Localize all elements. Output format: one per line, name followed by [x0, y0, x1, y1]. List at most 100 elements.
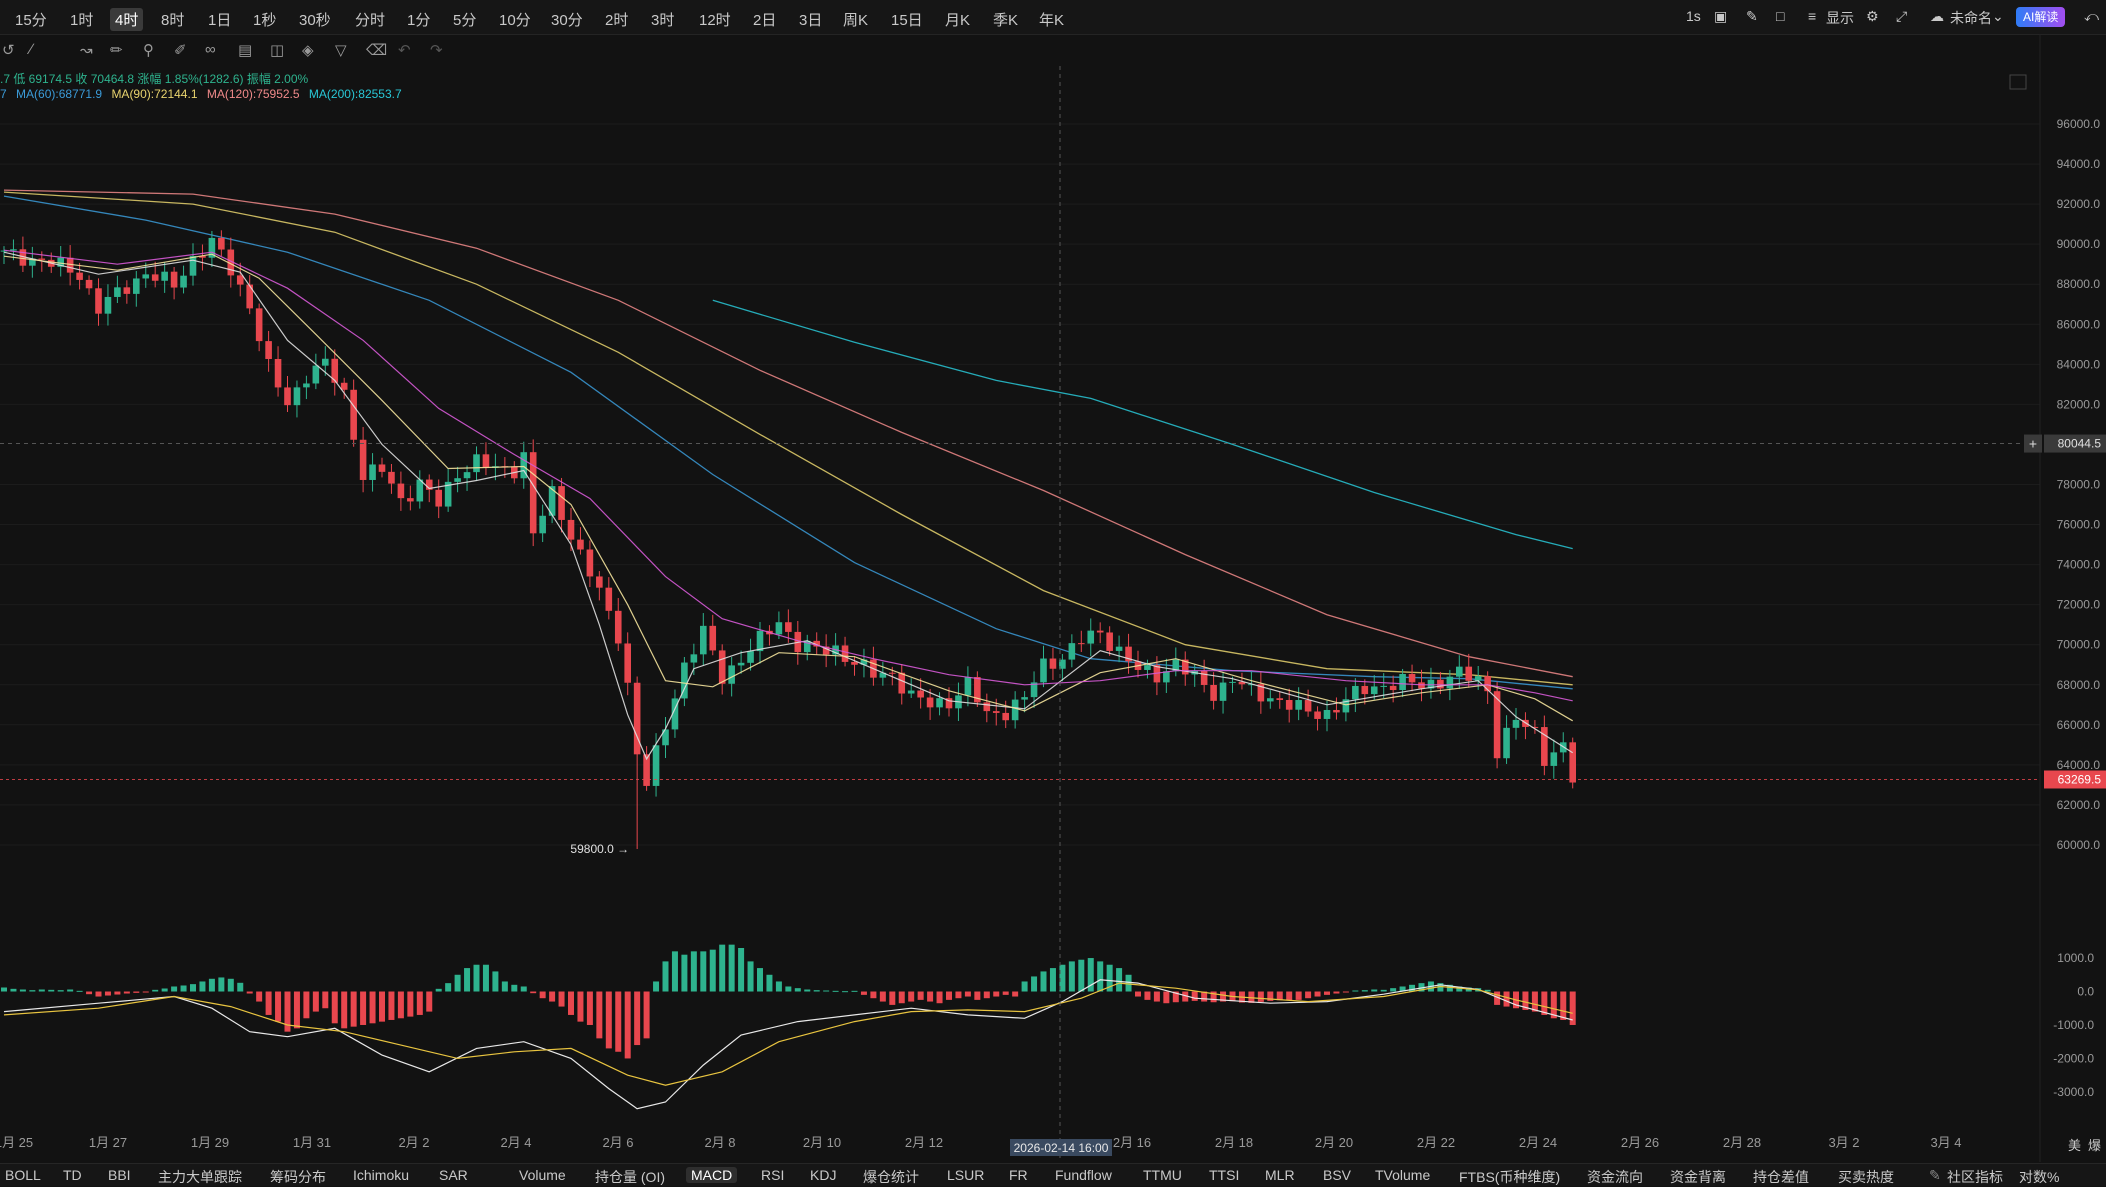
indicator-tvolume[interactable]: TVolume	[1375, 1167, 1431, 1183]
timeframe-3h[interactable]: 3时	[651, 12, 675, 29]
log-compare[interactable]: 对数%	[2019, 1169, 2060, 1185]
settings-list-icon[interactable]: ≡	[1808, 8, 1817, 24]
fullscreen-icon[interactable]: ⤢	[1896, 8, 1908, 24]
macd-histogram-bar	[643, 991, 650, 1039]
candle-body	[964, 677, 972, 696]
trash-icon[interactable]: ⌫	[366, 42, 388, 59]
indicator-macd[interactable]: MACD	[686, 1167, 738, 1183]
timeframe-1s[interactable]: 1秒	[253, 12, 277, 29]
indicator-chip[interactable]: 筹码分布	[270, 1169, 326, 1185]
indicator-lsur[interactable]: LSUR	[947, 1167, 985, 1183]
brush-icon[interactable]: ✐	[174, 42, 187, 59]
ohlc-legend: .7 低 69174.5 收 70464.8 涨幅 1.85%(1282.6) …	[0, 72, 309, 86]
timeframe-30s[interactable]: 30秒	[299, 12, 331, 29]
crosshair-time-label: 2026-02-14 16:00	[1014, 1141, 1109, 1155]
share-icon[interactable]: ⤺	[2084, 8, 2099, 24]
timeframe-1m[interactable]: 1分	[407, 12, 431, 29]
bookmark-icon[interactable]: □	[1776, 8, 1785, 24]
trend-tool-icon[interactable]: ↝	[80, 42, 93, 59]
candle-body	[1531, 726, 1539, 728]
display-button[interactable]: 显示	[1826, 10, 1854, 26]
indicator-ttsi[interactable]: TTSI	[1209, 1167, 1240, 1183]
camera-icon[interactable]: ▣	[1714, 8, 1728, 24]
price-tick-label: 82000.0	[2057, 397, 2101, 411]
macd-histogram-bar	[218, 977, 225, 992]
chevron-down-icon[interactable]: ⌄	[1992, 8, 2004, 24]
indicator-bsv[interactable]: BSV	[1323, 1167, 1352, 1183]
pattern-icon[interactable]: ∞	[205, 41, 216, 58]
timeframe-12h[interactable]: 12时	[699, 12, 731, 29]
timeframe-4h[interactable]: 4时	[110, 8, 144, 31]
timeframe-month[interactable]: 月K	[945, 12, 971, 29]
timeframe-10m[interactable]: 10分	[499, 12, 531, 29]
screenshot-icon[interactable]: ◫	[270, 42, 285, 59]
indicator-fund-divergence[interactable]: 资金背离	[1670, 1169, 1726, 1185]
candle-body	[1030, 682, 1038, 698]
timeframe-1h[interactable]: 1时	[70, 12, 94, 29]
community-indicators[interactable]: 社区指标	[1947, 1169, 2003, 1185]
timeframe-year[interactable]: 年K	[1039, 12, 1065, 29]
interval-selector[interactable]: 1s	[1686, 8, 1701, 24]
macd-histogram-bar	[634, 991, 641, 1046]
timeframe-5m[interactable]: 5分	[453, 12, 477, 29]
redo-icon[interactable]: ↷	[430, 42, 443, 59]
indicator-fr[interactable]: FR	[1009, 1167, 1028, 1183]
indicator-fund-flow-cn[interactable]: 资金流向	[1587, 1169, 1643, 1185]
timeframe-8h[interactable]: 8时	[161, 12, 185, 29]
macd-histogram-bar	[1494, 991, 1501, 1005]
timeframe-15m[interactable]: 15分	[15, 12, 47, 29]
indicator-mlr[interactable]: MLR	[1265, 1167, 1295, 1183]
macd-histogram-bar	[624, 991, 631, 1059]
ma-line-ma200	[712, 299, 1573, 550]
indicator-td[interactable]: TD	[63, 1167, 82, 1183]
macd-histogram-bar	[870, 991, 877, 999]
undo-icon[interactable]: ↶	[398, 42, 411, 59]
indicator-sar[interactable]: SAR	[439, 1167, 468, 1183]
indicator-ichimoku[interactable]: Ichimoku	[353, 1167, 410, 1183]
indicator-rsi[interactable]: RSI	[761, 1167, 785, 1183]
indicator-buy-sell-heat[interactable]: 买卖热度	[1838, 1169, 1894, 1185]
timeframe-timeshare[interactable]: 分时	[355, 12, 386, 29]
magnet-icon[interactable]: ⚲	[143, 42, 154, 59]
timeframe-2h[interactable]: 2时	[605, 12, 629, 29]
macd-histogram-bar	[501, 981, 508, 992]
timeframe-2d[interactable]: 2日	[753, 12, 777, 29]
cursor-tool-icon[interactable]: ↺	[2, 42, 15, 59]
indicator-main-order[interactable]: 主力大单跟踪	[158, 1169, 242, 1185]
timeframe-3d[interactable]: 3日	[799, 12, 823, 29]
filter-icon[interactable]: ▽	[335, 42, 347, 59]
timeframe-15d[interactable]: 15日	[891, 12, 923, 29]
ruler-icon[interactable]: ✏	[110, 42, 123, 59]
indicator-boll[interactable]: BOLL	[5, 1167, 41, 1183]
pencil-icon[interactable]: ✎	[1746, 8, 1758, 24]
lock-icon[interactable]: ▤	[238, 42, 253, 59]
ai-interpret-button[interactable]: AI解读	[2016, 7, 2066, 27]
indicator-fundflow[interactable]: Fundflow	[1055, 1167, 1112, 1183]
cloud-icon[interactable]: ☁	[1930, 8, 1944, 24]
macd-histogram-bar	[1078, 959, 1085, 992]
candle-body	[662, 729, 669, 746]
gear-icon[interactable]: ⚙	[1866, 8, 1879, 24]
indicator-oi-diff[interactable]: 持仓差值	[1753, 1169, 1809, 1185]
line-tool-icon[interactable]: ∕	[30, 41, 33, 58]
candle-body	[567, 519, 575, 540]
macd-histogram-bar	[511, 984, 518, 992]
indicator-ttmu[interactable]: TTMU	[1143, 1167, 1182, 1183]
timeframe-30m[interactable]: 30分	[551, 12, 583, 29]
edit-indicator-icon[interactable]: ✎	[1929, 1167, 1941, 1183]
indicator-ftbs[interactable]: FTBS(币种维度)	[1459, 1169, 1561, 1185]
indicator-liquidation[interactable]: 爆仓统计	[863, 1169, 919, 1185]
timeframe-quarter[interactable]: 季K	[993, 12, 1019, 29]
timeframe-1d[interactable]: 1日	[208, 12, 232, 29]
macd-histogram-bar	[1437, 983, 1444, 992]
indicator-oi[interactable]: 持仓量 (OI)	[595, 1169, 665, 1185]
timeframe-week[interactable]: 周K	[843, 12, 869, 29]
layers-icon[interactable]: ◈	[302, 42, 314, 59]
indicator-bbi[interactable]: BBI	[108, 1167, 131, 1183]
indicator-volume[interactable]: Volume	[519, 1167, 566, 1183]
layout-name[interactable]: 未命名	[1950, 10, 1992, 26]
indicator-kdj[interactable]: KDJ	[810, 1167, 837, 1183]
macd-histogram-bar	[1153, 991, 1160, 1002]
date-tick-label: 1月 29	[191, 1135, 229, 1150]
price-chart[interactable]: 96000.0 94000.0 92000.0 90000.0 88000.0 86000…	[0, 34, 2106, 1162]
